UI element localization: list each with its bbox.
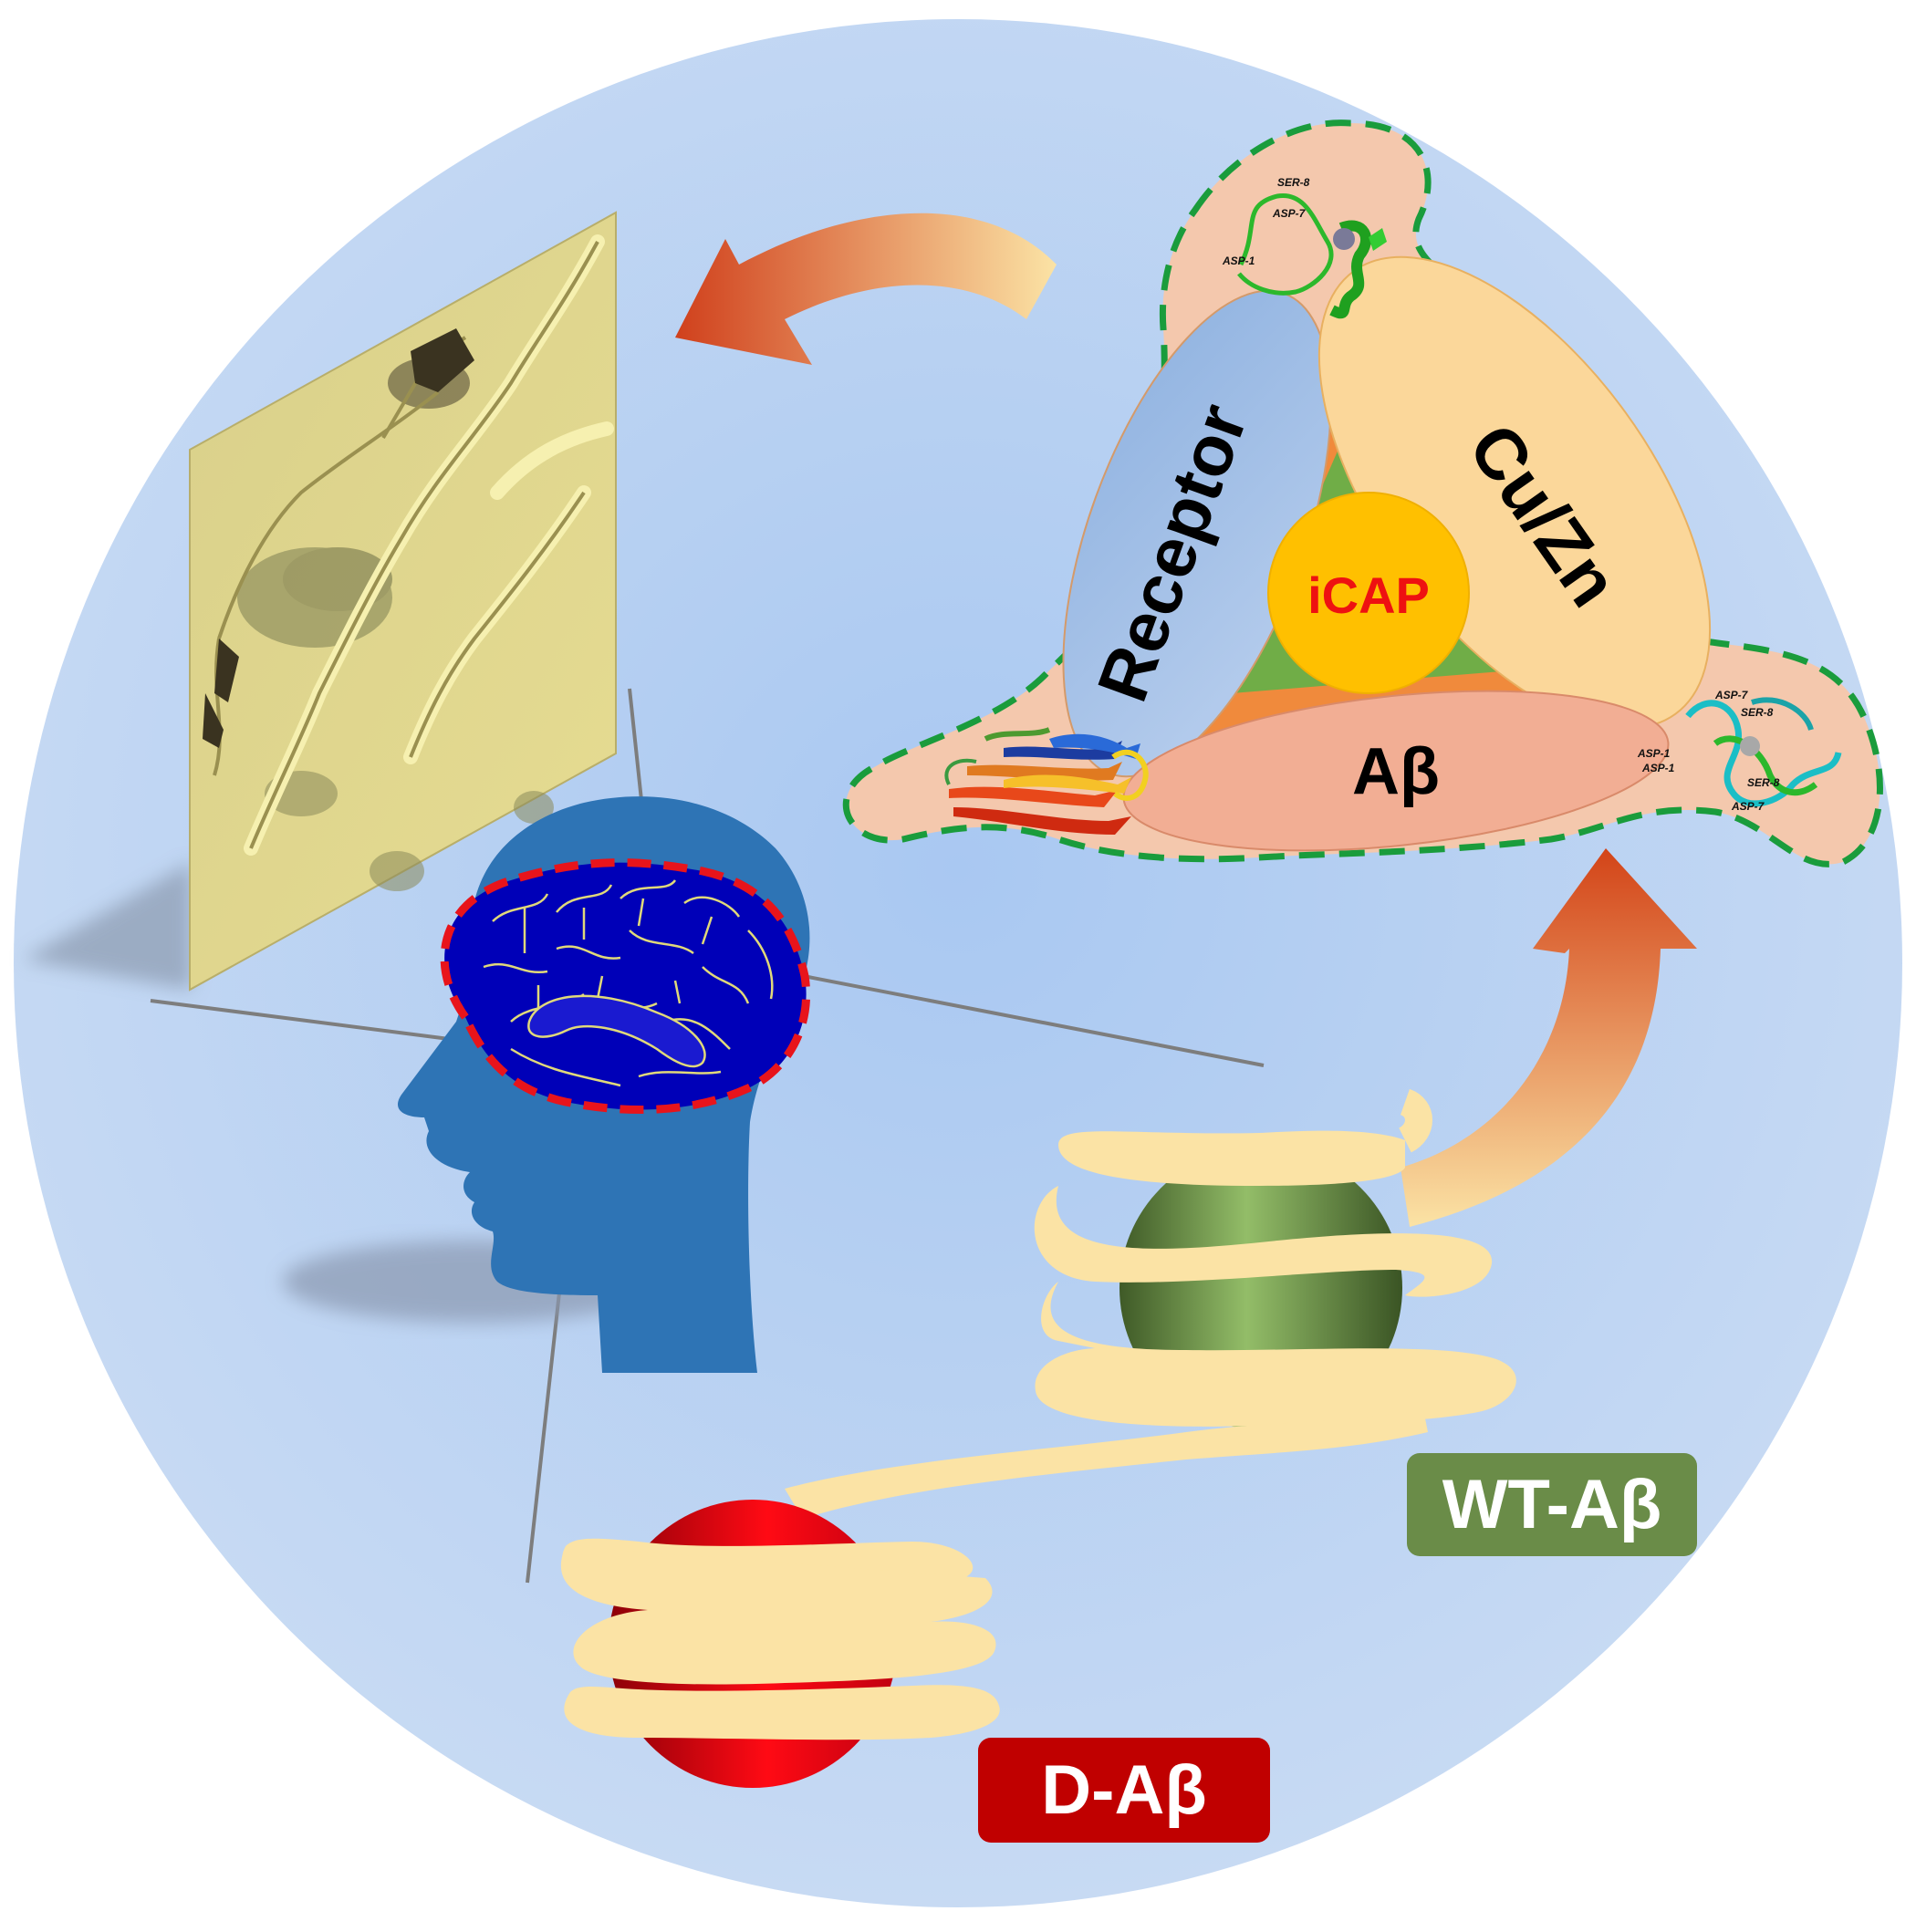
residue-label-top-2: ASP-7 — [1272, 207, 1307, 220]
metal-ion-icon-2 — [1740, 736, 1760, 756]
curved-arrow-icon-2 — [1401, 848, 1697, 1227]
residue-label-top-3: ASP-1 — [1222, 254, 1255, 267]
wt-abeta-sphere — [1034, 1088, 1516, 1429]
wt-abeta-label: WT-Aβ — [1442, 1466, 1662, 1543]
residue-label-right-4: ASP-1 — [1641, 762, 1675, 774]
residue-label-right-1: ASP-7 — [1714, 689, 1749, 701]
d-abeta-sphere — [560, 1500, 1000, 1788]
residue-label-right-3: ASP-1 — [1637, 747, 1671, 760]
protein-ribbon-icon — [1237, 193, 1387, 319]
brain-icon — [440, 858, 811, 1115]
residue-label-right-2: SER-8 — [1741, 706, 1774, 719]
icap-complex: iCAP Receptor Cu/Zn Aβ SER-8 ASP-7 ASP-1… — [842, 119, 1883, 867]
d-abeta-badge: D-Aβ — [978, 1738, 1270, 1843]
connecting-ribbon — [785, 1409, 1428, 1519]
residue-label-top-1: SER-8 — [1277, 176, 1310, 189]
icap-circle — [1267, 492, 1470, 694]
residue-label-right-6: ASP-7 — [1731, 800, 1765, 813]
icap-label: iCAP — [1307, 566, 1430, 624]
metal-ion-icon — [1333, 228, 1355, 250]
protein-ribbon-icon-2 — [1685, 697, 1842, 807]
curved-arrow-icon — [675, 213, 1057, 365]
d-abeta-label: D-Aβ — [1041, 1751, 1206, 1829]
abeta-label: Aβ — [1352, 735, 1440, 808]
neuron-micrograph — [23, 211, 617, 992]
receptor-structure-icon — [944, 727, 1149, 835]
residue-label-right-5: SER-8 — [1747, 776, 1780, 789]
wt-abeta-badge: WT-Aβ — [1407, 1453, 1697, 1556]
